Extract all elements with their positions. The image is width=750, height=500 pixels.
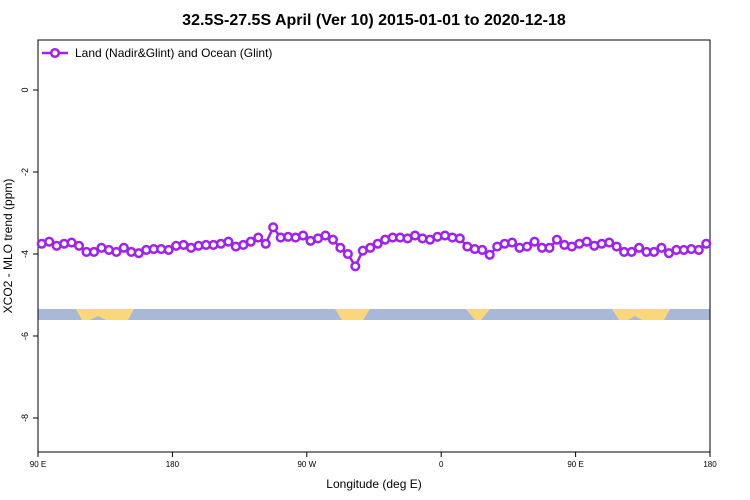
legend-label: Land (Nadir&Glint) and Ocean (Glint) [75,46,272,60]
data-point [372,238,383,249]
data-point [88,246,100,257]
x-tick-label: 0 [439,460,444,469]
data-point [454,233,465,244]
data-point [507,237,518,248]
data-point [298,230,309,241]
data-point [163,244,174,255]
legend-marker [49,47,61,59]
data-point [365,242,376,253]
data-point [529,236,540,247]
data-point [350,261,361,272]
chart-title: 32.5S-27.5S April (Ver 10) 2015-01-01 to… [182,12,566,29]
y-tick-label: -4 [20,250,30,258]
y-tick-label: -2 [20,168,30,176]
data-point [335,242,346,253]
x-tick-label: 180 [703,460,717,469]
data-point [118,242,129,253]
y-tick-label: -8 [20,414,30,422]
data-point [522,241,533,252]
x-axis-label: Longitude (deg E) [326,477,421,491]
data-point [634,242,645,253]
data-point [581,236,592,247]
data-point [268,222,279,233]
x-tick-label: 90 E [567,460,583,469]
land-ocean-mask [38,309,710,320]
data-point [74,240,85,251]
x-tick-label: 90 W [297,460,316,469]
data-point [44,236,55,247]
data-point [551,234,562,245]
y-axis-label: XCO2 - MLO trend (ppm) [1,179,15,314]
data-point [320,230,331,241]
data-point [648,246,660,257]
data-point [484,249,495,260]
y-tick-label: -6 [20,332,30,340]
data-point [245,236,256,247]
data-point [477,244,488,255]
x-tick-label: 180 [166,460,180,469]
data-point [223,236,234,247]
data-point [693,244,704,255]
data-point [253,232,264,243]
data-point [544,242,555,253]
data-point [327,234,338,245]
data-point [260,238,271,249]
data-point [656,242,667,253]
data-point [342,248,353,260]
data-point [626,246,637,257]
y-tick-label: 0 [20,88,30,93]
data-point [604,237,615,248]
data-point [701,238,712,249]
data-point [111,246,122,257]
data-point [611,241,622,252]
x-tick-label: 90 E [30,460,46,469]
